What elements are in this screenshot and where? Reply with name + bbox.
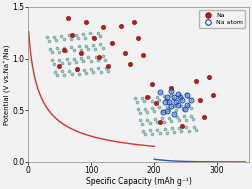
Y-axis label: Potential (V vs.Na⁺/Na): Potential (V vs.Na⁺/Na) [4,44,11,125]
X-axis label: Specific Capacity (mAh g⁻¹): Specific Capacity (mAh g⁻¹) [85,177,192,186]
Legend: Na, Na atom: Na, Na atom [199,10,245,28]
